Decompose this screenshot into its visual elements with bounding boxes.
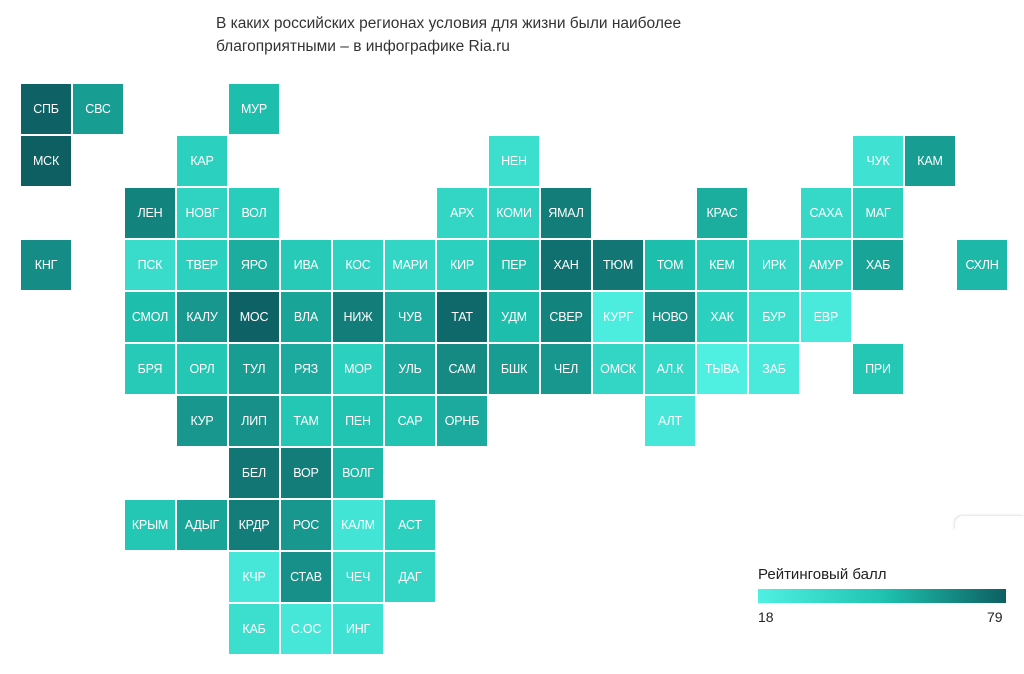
region-tile[interactable]: ТАТ [437, 292, 487, 342]
region-tile[interactable]: АДЫГ [177, 500, 227, 550]
region-tile[interactable]: ОРЛ [177, 344, 227, 394]
region-tile[interactable]: НЕН [489, 136, 539, 186]
region-tile[interactable]: КАЛУ [177, 292, 227, 342]
region-tile[interactable]: ВОЛГ [333, 448, 383, 498]
region-tile[interactable]: СХЛН [957, 240, 1007, 290]
region-tile[interactable]: ТВЕР [177, 240, 227, 290]
region-tile[interactable]: УДМ [489, 292, 539, 342]
region-tile[interactable]: ХАБ [853, 240, 903, 290]
region-tile[interactable]: ПРИ [853, 344, 903, 394]
region-tile[interactable]: РЯЗ [281, 344, 331, 394]
side-panel-edge [955, 516, 1024, 530]
region-tile[interactable]: СВС [73, 84, 123, 134]
region-tile[interactable]: ЛИП [229, 396, 279, 446]
region-tile[interactable]: СТАВ [281, 552, 331, 602]
region-tile[interactable]: МОС [229, 292, 279, 342]
region-tile[interactable]: ТАМ [281, 396, 331, 446]
region-tile[interactable]: КУРГ [593, 292, 643, 342]
region-tile[interactable]: ВОР [281, 448, 331, 498]
region-tile[interactable]: ВОЛ [229, 188, 279, 238]
region-tile[interactable]: БШК [489, 344, 539, 394]
region-tile[interactable]: ХАК [697, 292, 747, 342]
region-tile[interactable]: ИНГ [333, 604, 383, 654]
region-tile[interactable]: УЛЬ [385, 344, 435, 394]
region-tile[interactable]: РОС [281, 500, 331, 550]
region-tile[interactable]: ЧУВ [385, 292, 435, 342]
region-tile[interactable]: КИР [437, 240, 487, 290]
region-tile[interactable]: НОВО [645, 292, 695, 342]
chart-title: В каких российских регионах условия для … [216, 12, 776, 58]
region-tile[interactable]: МСК [21, 136, 71, 186]
region-tile[interactable]: КАМ [905, 136, 955, 186]
region-tile[interactable]: КРДР [229, 500, 279, 550]
region-tile[interactable]: КАБ [229, 604, 279, 654]
region-tile[interactable]: ЕВР [801, 292, 851, 342]
region-tile[interactable]: САХА [801, 188, 851, 238]
region-tile[interactable]: ПСК [125, 240, 175, 290]
region-tile[interactable]: ВЛА [281, 292, 331, 342]
region-tile[interactable]: АСТ [385, 500, 435, 550]
legend-max-label: 79 [987, 609, 1003, 625]
region-tile[interactable]: ОМСК [593, 344, 643, 394]
region-tile[interactable]: НИЖ [333, 292, 383, 342]
region-tile[interactable]: КАЛМ [333, 500, 383, 550]
chart-title-line-1: В каких российских регионах условия для … [216, 15, 682, 32]
chart-title-line-2: благоприятными – в инфографике Ria.ru [216, 38, 510, 55]
region-tile[interactable]: САР [385, 396, 435, 446]
region-tile[interactable]: ТУЛ [229, 344, 279, 394]
region-tile[interactable]: ДАГ [385, 552, 435, 602]
region-tile[interactable]: КРЫМ [125, 500, 175, 550]
region-tile[interactable]: БУР [749, 292, 799, 342]
region-tile[interactable]: КЧР [229, 552, 279, 602]
region-tile[interactable]: ТЫВА [697, 344, 747, 394]
region-tile[interactable]: БРЯ [125, 344, 175, 394]
region-tile[interactable]: ИВА [281, 240, 331, 290]
region-tile[interactable]: КЕМ [697, 240, 747, 290]
region-tile[interactable]: ЛЕН [125, 188, 175, 238]
region-tile[interactable]: ТЮМ [593, 240, 643, 290]
region-tile[interactable]: АРХ [437, 188, 487, 238]
region-tile[interactable]: КОМИ [489, 188, 539, 238]
region-tile[interactable]: ИРК [749, 240, 799, 290]
region-tile[interactable]: ЧУК [853, 136, 903, 186]
region-tile[interactable]: ТОМ [645, 240, 695, 290]
region-tile[interactable]: ХАН [541, 240, 591, 290]
region-tile[interactable]: ЧЕЛ [541, 344, 591, 394]
region-tile[interactable]: ЯМАЛ [541, 188, 591, 238]
region-tile[interactable]: ОРНБ [437, 396, 487, 446]
region-tile[interactable]: САМ [437, 344, 487, 394]
region-tile[interactable]: ЯРО [229, 240, 279, 290]
region-tile[interactable]: КНГ [21, 240, 71, 290]
region-tile[interactable]: КРАС [697, 188, 747, 238]
region-tile[interactable]: ПЕР [489, 240, 539, 290]
region-tile[interactable]: МАГ [853, 188, 903, 238]
region-tile[interactable]: КОС [333, 240, 383, 290]
region-tile[interactable]: КУР [177, 396, 227, 446]
region-tile[interactable]: АЛТ [645, 396, 695, 446]
region-tile[interactable]: НОВГ [177, 188, 227, 238]
legend-title: Рейтинговый балл [758, 566, 887, 583]
region-tile[interactable]: МАРИ [385, 240, 435, 290]
legend-gradient-bar [758, 589, 1006, 603]
region-tile[interactable]: СВЕР [541, 292, 591, 342]
region-tile[interactable]: СПБ [21, 84, 71, 134]
region-tile[interactable]: МУР [229, 84, 279, 134]
region-tile[interactable]: С.ОС [281, 604, 331, 654]
region-tile[interactable]: СМОЛ [125, 292, 175, 342]
region-tile[interactable]: МОР [333, 344, 383, 394]
region-tile[interactable]: ПЕН [333, 396, 383, 446]
region-tile[interactable]: АМУР [801, 240, 851, 290]
region-tile[interactable]: КАР [177, 136, 227, 186]
region-tile[interactable]: ЗАБ [749, 344, 799, 394]
region-tile[interactable]: АЛ.К [645, 344, 695, 394]
legend-min-label: 18 [758, 609, 774, 625]
region-tile[interactable]: БЕЛ [229, 448, 279, 498]
region-tile[interactable]: ЧЕЧ [333, 552, 383, 602]
